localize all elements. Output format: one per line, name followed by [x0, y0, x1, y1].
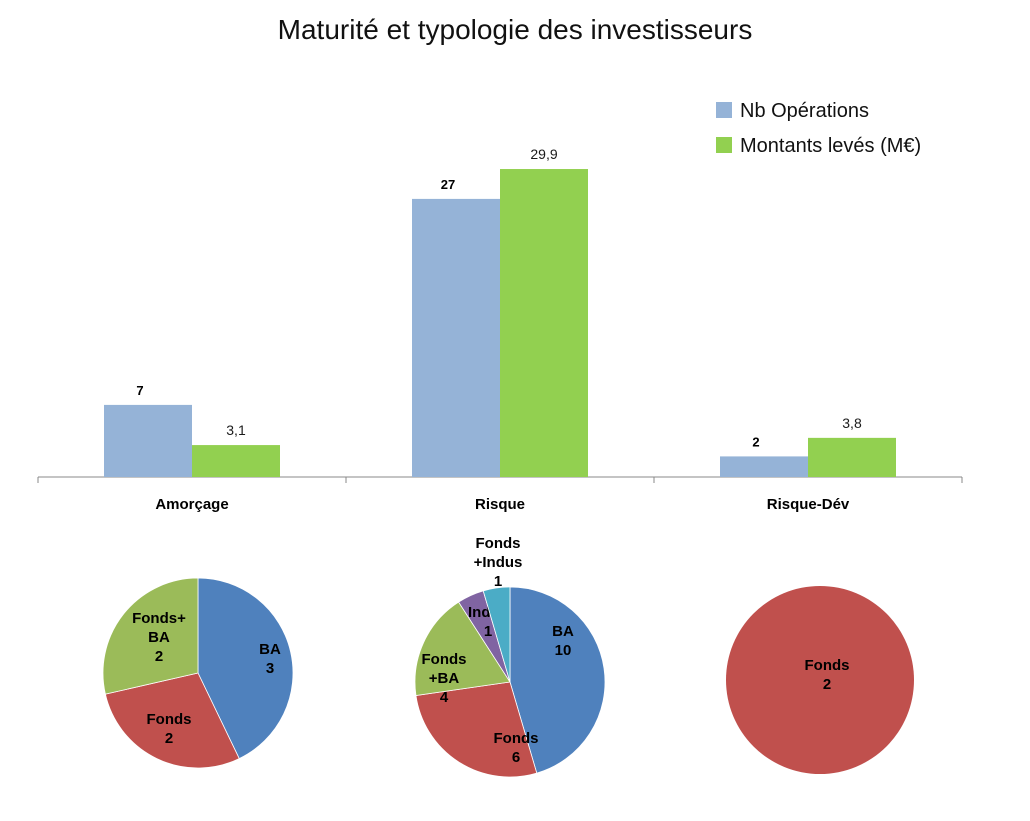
bar-chart: 7 3,1 Amorçage 27 29,9 Risque 2 3,8 Risque-Dév Nb…	[37, 100, 963, 513]
pie-slice-label-line: 2	[165, 730, 173, 747]
pie-slice-label: BA 3	[259, 641, 281, 677]
pie-slice-label-line: Fonds	[147, 711, 192, 728]
data-label: 3,1	[226, 422, 246, 438]
data-label: 3,8	[842, 415, 862, 431]
legend-swatch	[716, 137, 732, 153]
data-label: 7	[136, 383, 143, 398]
pie-slice-label-line: Fonds	[476, 535, 521, 552]
pie-slice-label-line: 3	[266, 660, 274, 677]
pie-slice-label-line: 2	[823, 676, 831, 693]
pie-slice-label-line: 1	[494, 573, 502, 590]
pie-slice-label-line: BA	[148, 629, 170, 646]
pie-slice-label: BA 10	[552, 623, 574, 659]
pie-slice-label: Fonds +Indus 1	[474, 535, 523, 590]
data-label: 2	[752, 434, 759, 449]
pie-slice-label: Fonds +BA 4	[422, 651, 467, 706]
pie-slice	[197, 577, 294, 760]
bar	[192, 445, 280, 477]
pie-slice-label-line: 4	[440, 689, 449, 706]
bar	[808, 437, 896, 477]
legend-item: Nb Opérations	[740, 100, 869, 122]
pie-slice	[482, 586, 511, 683]
pie-slice-label: Fonds 2	[147, 711, 192, 747]
category-label: Risque	[475, 496, 525, 513]
category-label: Amorçage	[155, 496, 228, 513]
pie-slice	[415, 681, 538, 778]
pie-slice-label-line: Fonds	[494, 730, 539, 747]
pie-slice	[726, 586, 914, 774]
bar	[720, 456, 808, 477]
pie-slice	[104, 672, 240, 769]
data-label: 29,9	[530, 146, 557, 162]
chart-title: Maturité et typologie des investisseurs	[277, 14, 753, 45]
pie-slice-label-line: Fonds+	[132, 610, 186, 627]
data-label: 27	[441, 177, 455, 192]
pie-slice	[102, 577, 199, 695]
pie-slice-label-line: BA	[552, 623, 574, 640]
category-label: Risque-Dév	[767, 496, 850, 513]
pie-slice-label-line: 10	[555, 642, 572, 659]
bar	[412, 198, 500, 477]
pie-slice-label-line: Fonds	[805, 657, 850, 674]
legend-swatch	[716, 102, 732, 118]
pie-slice-label-line: 1	[484, 623, 492, 640]
pie-slice-label-line: +Indus	[474, 554, 523, 571]
pie-slice-label-line: 2	[155, 648, 163, 665]
pie-slice	[509, 586, 606, 774]
pie-slice-label-line: Fonds	[422, 651, 467, 668]
pie-slice	[414, 601, 511, 696]
legend-item: Montants levés (M€)	[740, 135, 921, 157]
pie-slice-label-line: +BA	[429, 670, 460, 687]
pie-slice-label-line: BA	[259, 641, 281, 658]
pie-slice-label-line: 6	[512, 749, 520, 766]
bar	[104, 404, 192, 477]
pie-slice-label: Fonds+ BA 2	[132, 610, 186, 665]
pie-slice-label: Fonds 2	[805, 657, 850, 693]
pie-slice-label: Fonds 6	[494, 730, 539, 766]
bar	[500, 169, 588, 477]
